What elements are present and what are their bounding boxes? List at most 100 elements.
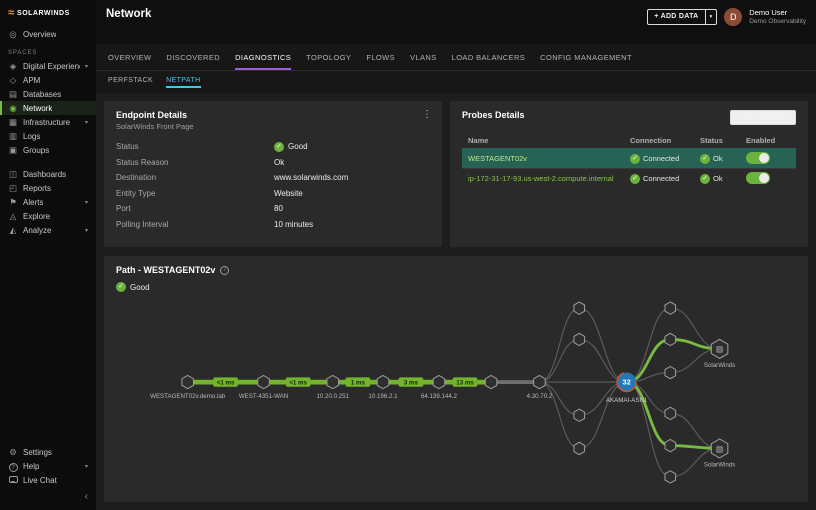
card-menu-kebab-icon[interactable]: ⋮ — [422, 109, 432, 120]
probes-details-card: Probes Details + ADD PROBES Name Connect… — [450, 101, 808, 247]
status-ok-check-icon: ✓ — [700, 173, 710, 184]
probe-row[interactable]: ip-172-31-17-93.us-west-2.compute.intern… — [462, 168, 796, 188]
endpoint-row-status: Status ✓ Good — [116, 141, 308, 152]
path-status-badge: ✓ Good — [116, 282, 796, 292]
probes-table: Name Connection Status Enabled WESTAGENT… — [462, 132, 796, 188]
tab-vlans[interactable]: VLANS — [410, 53, 437, 62]
connection-status: Connected — [643, 174, 680, 183]
entity-type-value: Website — [274, 188, 303, 198]
svg-text:<1 ms: <1 ms — [289, 379, 307, 386]
sidebar-item-live-chat[interactable]: Live Chat — [0, 473, 96, 487]
path-status-text: Good — [130, 282, 150, 292]
endpoint-card-subtitle: SolarWinds Front Page — [116, 122, 194, 131]
probe-name-link[interactable]: ip-172-31-17-93.us-west-2.compute.intern… — [468, 174, 614, 183]
dashboards-icon: ◫ — [8, 168, 18, 179]
overview-icon: ◎ — [9, 28, 17, 39]
endpoint-card-title: Endpoint Details — [116, 110, 188, 120]
spaces-section-label: SPACES — [8, 50, 38, 56]
path-card-title: Path - WESTAGENT02v — [116, 265, 216, 275]
sidebar-item-explore[interactable]: ◬ Explore — [9, 210, 51, 221]
sidebar-item-apm[interactable]: ◇ APM — [9, 74, 41, 85]
tab-overview[interactable]: OVERVIEW — [108, 53, 152, 62]
netpath-card: Path - WESTAGENT02v i ✓ Good <1 ms <1 ms 1… — [104, 256, 808, 502]
sidebar-item-settings[interactable]: ⚙ Settings — [9, 446, 52, 457]
probe-name-link[interactable]: WESTAGENT02v — [468, 154, 528, 163]
tab-config-management[interactable]: CONFIG MANAGEMENT — [540, 53, 632, 62]
subtab-perfstack[interactable]: PERFSTACK — [108, 77, 154, 84]
sidebar-collapse-button[interactable]: ‹ — [84, 491, 88, 502]
sidebar-item-logs[interactable]: ▥ Logs — [8, 130, 41, 141]
tab-discovered[interactable]: DISCOVERED — [166, 53, 221, 62]
add-data-caret-icon[interactable]: ▾ — [704, 10, 717, 24]
chevron-down-icon: ▾ — [84, 199, 88, 206]
solarwinds-logo[interactable]: ≈ SOLARWINDS — [0, 6, 96, 27]
logs-icon: ▥ — [8, 130, 18, 141]
svg-text:32: 32 — [622, 378, 630, 387]
svg-text:4.30.70.2: 4.30.70.2 — [527, 393, 553, 400]
sidebar-item-dashboards[interactable]: ◫ Dashboards — [8, 168, 67, 179]
probe-row[interactable]: WESTAGENT02v ✓ Connected ✓ Ok — [462, 148, 796, 168]
sidebar-item-alerts[interactable]: ⚑ Alerts ▾ — [9, 196, 88, 207]
sidebar-item-overview[interactable]: ◎ Overview — [9, 28, 57, 39]
apm-icon: ◇ — [9, 74, 17, 85]
user-name: Demo User — [749, 8, 788, 18]
sidebar-item-reports[interactable]: ◰ Reports — [8, 182, 52, 193]
endpoint-row-polling-interval: Polling Interval 10 minutes — [116, 219, 314, 229]
tab-diagnostics[interactable]: DIAGNOSTICS — [235, 53, 292, 70]
user-avatar[interactable]: D — [724, 8, 743, 26]
polling-interval-value: 10 minutes — [274, 219, 314, 229]
path-good-check-icon: ✓ — [116, 282, 126, 292]
user-menu[interactable]: Demo User Demo Observability — [749, 8, 806, 26]
info-icon[interactable]: i — [220, 265, 230, 275]
chevron-down-icon: ▾ — [84, 227, 88, 234]
svg-text:SolarWinds: SolarWinds — [704, 461, 735, 468]
chevron-down-icon: ▾ — [84, 119, 88, 126]
chevron-down-icon: ▾ — [84, 63, 88, 70]
databases-icon: ▤ — [8, 88, 18, 99]
sidebar-item-network[interactable]: ◉ Network — [0, 101, 96, 115]
endpoint-row-destination: Destination www.solarwinds.com — [116, 173, 349, 183]
analyze-icon: ◭ — [9, 224, 17, 235]
endpoint-row-status-reason: Status Reason Ok — [116, 157, 285, 167]
settings-gear-icon: ⚙ — [9, 446, 17, 457]
netpath-diagram[interactable]: <1 ms <1 ms 1 ms 3 ms 13 ms WESTAGENT02v.demo… — [116, 292, 796, 493]
network-icon: ◉ — [9, 102, 17, 113]
enabled-toggle[interactable] — [746, 171, 770, 184]
status-good-check-icon: ✓ — [274, 141, 284, 152]
sidebar-item-groups[interactable]: ▣ Groups — [8, 144, 50, 155]
subtab-netpath[interactable]: NETPATH — [166, 77, 201, 88]
tab-flows[interactable]: FLOWS — [366, 53, 396, 62]
svg-text:WESTAGENT02v.demo.lab: WESTAGENT02v.demo.lab — [150, 393, 226, 400]
sidebar: ≈ SOLARWINDS ◎ Overview SPACES ◈ Digital… — [0, 0, 96, 510]
svg-text:3 ms: 3 ms — [404, 379, 419, 386]
svg-text:AKAMAI-ASN1: AKAMAI-ASN1 — [606, 397, 648, 404]
network-tab-bar: OVERVIEW DISCOVERED DIAGNOSTICS TOPOLOGY… — [96, 44, 816, 71]
svg-text:▤: ▤ — [716, 345, 723, 354]
sidebar-item-help[interactable]: ? Help ▾ — [0, 459, 96, 473]
tab-topology[interactable]: TOPOLOGY — [306, 53, 352, 62]
sidebar-bottom-group: ⚙ Settings ? Help ▾ Live Chat ‹ — [0, 445, 96, 510]
svg-text:<1 ms: <1 ms — [217, 379, 235, 386]
add-data-button[interactable]: + ADD DATA ▾ — [647, 9, 718, 25]
help-icon: ? — [8, 461, 18, 472]
sidebar-item-infrastructure[interactable]: ▦ Infrastructure ▾ — [8, 116, 88, 127]
port-value: 80 — [274, 204, 283, 214]
endpoint-row-entity-type: Entity Type Website — [116, 188, 303, 198]
sidebar-item-digital-experience[interactable]: ◈ Digital Experience ▾ — [9, 60, 88, 71]
enabled-toggle[interactable] — [746, 151, 770, 164]
solarwinds-logo-icon: ≈ — [8, 7, 15, 19]
status-value: Good — [288, 142, 308, 152]
sidebar-item-analyze[interactable]: ◭ Analyze ▾ — [9, 224, 88, 235]
top-header: Network + ADD DATA ▾ D Demo User Demo Ob… — [96, 0, 816, 44]
svg-text:13 ms: 13 ms — [456, 379, 474, 386]
content-area: ⋮ Endpoint Details SolarWinds Front Page… — [96, 93, 816, 510]
alerts-icon: ⚑ — [9, 196, 17, 207]
add-probes-button[interactable]: + ADD PROBES — [729, 110, 796, 125]
sidebar-item-databases[interactable]: ▤ Databases — [8, 88, 62, 99]
tab-load-balancers[interactable]: LOAD BALANCERS — [451, 53, 526, 62]
svg-text:WEST-4351-WAN: WEST-4351-WAN — [239, 393, 288, 400]
svg-text:10.20.0.251: 10.20.0.251 — [316, 393, 349, 400]
chat-bubble-icon — [8, 475, 18, 485]
svg-text:▤: ▤ — [716, 444, 723, 453]
